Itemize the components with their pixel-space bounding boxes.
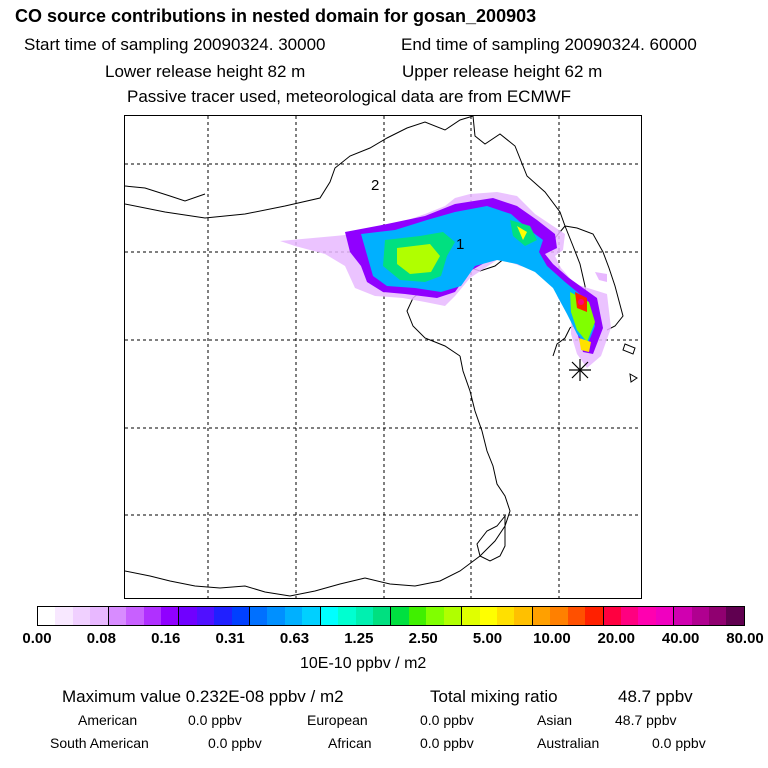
colorbar-unit: 10E-10 ppbv / m2 — [300, 655, 427, 672]
colorbar-tick-label: 2.50 — [408, 630, 438, 647]
colorbar-tick-label: 0.00 — [22, 630, 52, 647]
receptor-star-marker — [569, 359, 591, 381]
colorbar-swatch — [267, 607, 285, 625]
colorbar-swatch — [214, 607, 232, 625]
colorbar-swatch — [443, 607, 463, 625]
colorbar-swatch — [302, 607, 321, 625]
colorbar-swatch — [231, 607, 251, 625]
colorbar-swatch — [674, 607, 692, 625]
colorbar-swatch — [585, 607, 604, 625]
total-mixing-value: 48.7 ppbv — [618, 687, 693, 706]
marker-1: 1 — [456, 236, 464, 253]
upper-release-label: Upper release height 62 m — [402, 62, 603, 81]
colorbar-swatch — [338, 607, 356, 625]
colorbar-tick-label: 5.00 — [472, 630, 503, 647]
coastlines — [125, 116, 638, 597]
colorbar-tick-label: 80.00 — [726, 630, 764, 647]
colorbar-tick-label: 40.00 — [661, 630, 700, 647]
colorbar-swatch — [55, 607, 73, 625]
graticule — [125, 116, 641, 598]
colorbar-tick-label: 0.08 — [86, 630, 116, 647]
colorbar-swatch — [709, 607, 727, 625]
colorbar-swatch — [179, 607, 197, 625]
colorbar-swatch — [320, 607, 339, 625]
colorbar-swatch — [143, 607, 161, 625]
colorbar-swatch — [603, 607, 621, 625]
colorbar-swatch — [284, 607, 303, 625]
colorbar-swatch — [408, 607, 427, 625]
american-value: 0.0 ppbv — [188, 712, 242, 728]
start-time-label: Start time of sampling 20090324. 30000 — [24, 35, 326, 54]
concentration-plume — [280, 192, 611, 368]
colorbar-swatch — [391, 607, 409, 625]
map-plot-area: 2 1 — [124, 115, 642, 599]
australian-label: Australian — [537, 735, 600, 751]
asian-label: Asian — [537, 712, 573, 728]
european-value: 0.0 ppbv — [420, 712, 474, 728]
colorbar-swatch — [638, 607, 656, 625]
map-canvas: 2 1 — [125, 116, 641, 598]
total-mixing-label: Total mixing ratio — [430, 687, 558, 706]
colorbar-tick-label: 0.63 — [279, 630, 310, 647]
colorbar-swatch — [550, 607, 568, 625]
end-time-label: End time of sampling 20090324. 60000 — [401, 35, 697, 54]
lower-release-label: Lower release height 82 m — [105, 62, 306, 81]
colorbar-swatch — [496, 607, 515, 625]
colorbar-swatch — [196, 607, 215, 625]
colorbar-swatch — [655, 607, 675, 625]
european-label: European — [307, 712, 368, 728]
colorbar-swatch — [691, 607, 710, 625]
colorbar-swatch — [72, 607, 91, 625]
colorbar-tick-label: 10.00 — [533, 630, 571, 647]
african-value: 0.0 ppbv — [420, 735, 474, 751]
colorbar-swatch — [567, 607, 586, 625]
colorbar-swatch — [250, 607, 268, 625]
african-label: African — [328, 735, 372, 751]
colorbar-swatch — [160, 607, 180, 625]
marker-2: 2 — [371, 177, 379, 194]
colorbar-tick-label: 0.16 — [151, 630, 181, 647]
colorbar-swatch — [126, 607, 144, 625]
max-value-label: Maximum value 0.232E-08 ppbv / m2 — [62, 687, 344, 706]
asian-value: 48.7 ppbv — [615, 712, 677, 728]
colorbar-swatch — [514, 607, 533, 625]
colorbar-swatch — [426, 607, 444, 625]
colorbar-swatch — [38, 607, 56, 625]
colorbar-swatch — [726, 607, 744, 625]
colorbar-swatch — [462, 607, 480, 625]
american-label: American — [78, 712, 138, 728]
colorbar — [37, 606, 745, 626]
colorbar-swatch — [532, 607, 551, 625]
south-american-label: South American — [50, 735, 149, 751]
figure-title: CO source contributions in nested domain… — [15, 6, 537, 26]
south-american-value: 0.0 ppbv — [208, 735, 262, 751]
colorbar-swatch — [108, 607, 127, 625]
colorbar-tick-label: 20.00 — [597, 630, 636, 647]
colorbar-swatch — [355, 607, 374, 625]
tracer-note: Passive tracer used, meteorological data… — [127, 87, 572, 106]
colorbar-swatch — [90, 607, 109, 625]
colorbar-tick-label: 0.31 — [215, 630, 245, 647]
colorbar-swatch — [479, 607, 497, 625]
australian-value: 0.0 ppbv — [652, 735, 706, 751]
colorbar-tick-label: 1.25 — [344, 630, 374, 647]
colorbar-swatch — [620, 607, 639, 625]
colorbar-swatch — [373, 607, 392, 625]
